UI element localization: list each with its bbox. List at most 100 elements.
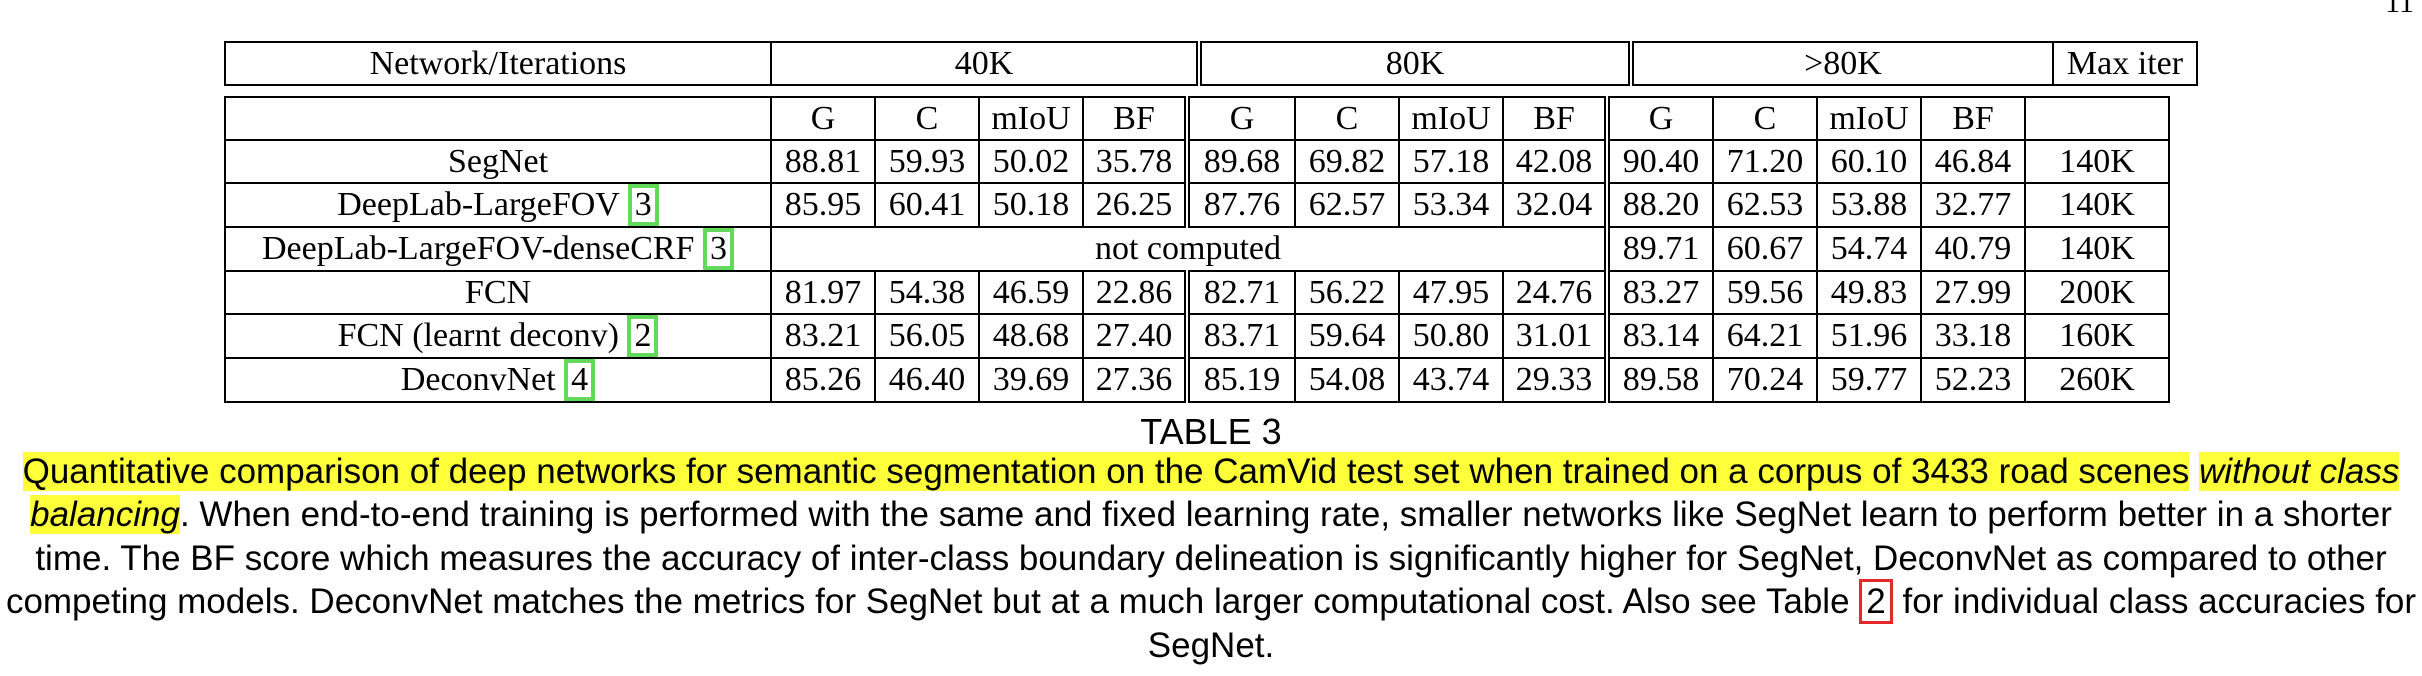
caption-text-end: for individual class accuracies for SegN…: [1147, 582, 2417, 665]
value-cell-gt80k: 83.14: [1604, 313, 1714, 359]
caption-text: . When end-to-end training is performed …: [5, 495, 2392, 622]
metric-header: mIoU: [978, 96, 1084, 141]
value-cell-80k: 53.34: [1398, 182, 1504, 228]
max-iter-cell: 160K: [2024, 313, 2170, 359]
table-row: DeepLab-LargeFOV 3 85.95 60.41 50.18 26.25 87…: [224, 182, 2170, 228]
max-iter-cell: 140K: [2024, 139, 2170, 184]
caption-highlight: Quantitative comparison of deep networks…: [22, 452, 2190, 491]
value-cell-40k: 22.86: [1082, 270, 1188, 315]
table-caption: Quantitative comparison of deep networks…: [0, 450, 2422, 667]
value-cell-gt80k: 33.18: [1920, 313, 2026, 359]
value-cell-40k: 46.59: [978, 270, 1084, 315]
value-cell-40k: 81.97: [770, 270, 876, 315]
value-cell-80k: 89.68: [1184, 139, 1296, 184]
value-cell-gt80k: 89.71: [1604, 226, 1714, 272]
citation-link[interactable]: 4: [564, 360, 596, 400]
value-cell-40k: 83.21: [770, 313, 876, 359]
value-cell-80k: 87.76: [1184, 182, 1296, 228]
network-name: FCN (learnt deconv): [337, 317, 619, 354]
table-row: FCN (learnt deconv) 2 83.21 56.05 48.68 27.4…: [224, 313, 2170, 359]
value-cell-80k: 50.80: [1398, 313, 1504, 359]
table-row: DeconvNet 4 85.26 46.40 39.69 27.36 85.19 54.0…: [224, 357, 2170, 403]
network-name-cell: DeepLab-LargeFOV 3: [224, 182, 772, 228]
network-name-cell: FCN: [224, 270, 772, 315]
header-row: Network/Iterations 40K 80K >80K Max iter: [224, 41, 2198, 86]
value-cell-gt80k: 89.58: [1604, 357, 1714, 403]
max-iter-cell: 200K: [2024, 270, 2170, 315]
value-cell-40k: 59.93: [874, 139, 980, 184]
network-name: DeconvNet: [400, 361, 556, 398]
max-iter-header: Max iter: [2052, 41, 2198, 86]
value-cell-gt80k: 51.96: [1816, 313, 1922, 359]
value-cell-gt80k: 52.23: [1920, 357, 2026, 403]
value-cell-80k: 32.04: [1502, 182, 1608, 228]
value-cell-80k: 83.71: [1184, 313, 1296, 359]
network-name-cell: FCN (learnt deconv) 2: [224, 313, 772, 359]
value-cell-gt80k: 60.67: [1712, 226, 1818, 272]
group-header-40k: 40K: [770, 41, 1200, 86]
value-cell-gt80k: 49.83: [1816, 270, 1922, 315]
metric-header: C: [874, 96, 980, 141]
value-cell-80k: 31.01: [1502, 313, 1608, 359]
metric-header: C: [1712, 96, 1818, 141]
value-cell-80k: 62.57: [1294, 182, 1400, 228]
table-caption-title: TABLE 3: [1140, 411, 1282, 452]
value-cell-80k: 69.82: [1294, 139, 1400, 184]
value-cell-gt80k: 59.56: [1712, 270, 1818, 315]
not-computed-cell: not computed: [770, 226, 1608, 272]
value-cell-40k: 54.38: [874, 270, 980, 315]
metric-header: C: [1294, 96, 1400, 141]
value-cell-gt80k: 32.77: [1920, 182, 2026, 228]
table-row: DeepLab-LargeFOV-denseCRF 3 not computed 8…: [224, 226, 2170, 272]
value-cell-40k: 35.78: [1082, 139, 1188, 184]
value-cell-gt80k: 54.74: [1816, 226, 1922, 272]
value-cell-40k: 27.40: [1082, 313, 1188, 359]
network-name: DeepLab-LargeFOV-denseCRF: [262, 230, 695, 267]
value-cell-gt80k: 27.99: [1920, 270, 2026, 315]
results-table-header: Network/Iterations 40K 80K >80K Max iter: [224, 41, 2198, 86]
metric-header: G: [1604, 96, 1714, 141]
value-cell-40k: 27.36: [1082, 357, 1188, 403]
network-name-cell: DeconvNet 4: [224, 357, 772, 403]
citation-link[interactable]: 3: [627, 185, 659, 225]
network-name: DeepLab-LargeFOV: [337, 186, 620, 223]
metric-header: BF: [1082, 96, 1188, 141]
value-cell-80k: 42.08: [1502, 139, 1608, 184]
value-cell-40k: 48.68: [978, 313, 1084, 359]
network-name-cell: SegNet: [224, 139, 772, 184]
value-cell-80k: 57.18: [1398, 139, 1504, 184]
value-cell-40k: 60.41: [874, 182, 980, 228]
value-cell-gt80k: 59.77: [1816, 357, 1922, 403]
table-reference-link[interactable]: 2: [1859, 579, 1893, 625]
value-cell-80k: 24.76: [1502, 270, 1608, 315]
value-cell-40k: 88.81: [770, 139, 876, 184]
group-header-80k: 80K: [1196, 41, 1632, 86]
value-cell-80k: 59.64: [1294, 313, 1400, 359]
value-cell-40k: 85.26: [770, 357, 876, 403]
empty-header-cell: [224, 96, 772, 141]
value-cell-40k: 50.18: [978, 182, 1084, 228]
value-cell-40k: 50.02: [978, 139, 1084, 184]
citation-link[interactable]: 3: [702, 229, 734, 269]
empty-header-cell: [2024, 96, 2170, 141]
network-name-cell: DeepLab-LargeFOV-denseCRF 3: [224, 226, 772, 272]
metric-header: mIoU: [1816, 96, 1922, 141]
metric-header: G: [770, 96, 876, 141]
value-cell-gt80k: 83.27: [1604, 270, 1714, 315]
value-cell-80k: 82.71: [1184, 270, 1296, 315]
max-iter-cell: 140K: [2024, 182, 2170, 228]
value-cell-gt80k: 88.20: [1604, 182, 1714, 228]
value-cell-80k: 56.22: [1294, 270, 1400, 315]
value-cell-40k: 46.40: [874, 357, 980, 403]
metric-header: BF: [1502, 96, 1608, 141]
value-cell-80k: 85.19: [1184, 357, 1296, 403]
value-cell-gt80k: 70.24: [1712, 357, 1818, 403]
metric-header: mIoU: [1398, 96, 1504, 141]
value-cell-80k: 43.74: [1398, 357, 1504, 403]
network-name: FCN: [464, 273, 532, 311]
value-cell-80k: 47.95: [1398, 270, 1504, 315]
value-cell-gt80k: 40.79: [1920, 226, 2026, 272]
citation-link[interactable]: 2: [627, 316, 659, 356]
